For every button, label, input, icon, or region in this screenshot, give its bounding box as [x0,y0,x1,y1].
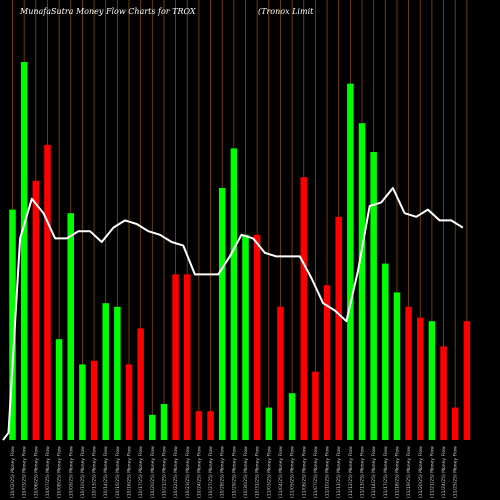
x-tick-label: (10/06/25) Money Flow [33,446,39,498]
bar [405,306,412,440]
bar [288,393,296,440]
bar [463,321,471,440]
bar [417,317,424,440]
x-tick-label: (11/12/25) Money Flow [348,446,354,498]
x-tick-label: (11/24/25) Money Flow [441,446,447,498]
bar [125,364,133,440]
x-tick-label: (10/08/25) Money Flow [57,446,63,498]
bar [218,188,226,440]
x-tick-label: (10/17/25) Money Flow [138,446,144,498]
bar [242,234,249,440]
bar [114,306,121,440]
money-flow-line [2,187,464,441]
x-tick-label: (10/15/25) Money Flow [115,446,121,498]
x-tick-label: (11/10/25) Money Flow [325,446,331,498]
bar [9,209,16,440]
x-axis-tick-labels: (10/02/25) Money Flow (10/03/25) Money Fl… [10,446,459,498]
x-tick-label: (10/16/25) Money Flow [127,446,133,498]
bar [253,234,261,440]
x-tick-label: (11/04/25) Money Flow [278,446,284,498]
x-tick-label: (10/21/25) Money Flow [161,446,167,498]
x-tick-label: (11/05/25) Money Flow [290,446,296,498]
x-tick-label: (11/06/25) Money Flow [301,446,307,498]
x-tick-label: (10/20/25) Money Flow [150,446,156,498]
x-tick-label: (10/27/25) Money Flow [208,446,214,498]
bar [382,263,389,440]
bar [265,407,273,440]
bar [335,216,342,440]
bar [79,364,86,440]
x-tick-label: (11/19/25) Money Flow [406,446,412,498]
bar [428,321,436,440]
bar [172,274,179,440]
x-tick-label: (10/29/25) Money Flow [231,446,237,498]
x-tick-label: (10/28/25) Money Flow [220,446,226,498]
x-tick-label: (10/30/25) Money Flow [243,446,249,498]
x-tick-label: (11/07/25) Money Flow [313,446,319,498]
bar [160,404,168,440]
x-tick-label: (10/22/25) Money Flow [173,446,179,498]
bar [90,360,98,440]
bar [184,274,191,440]
bar [137,328,144,440]
x-tick-label: (11/13/25) Money Flow [360,446,366,498]
bar [451,407,459,440]
x-tick-label: (11/11/25) Money Flow [336,446,342,498]
bar [207,411,214,440]
x-tick-label: (11/14/25) Money Flow [371,446,377,498]
x-tick-label: (10/14/25) Money Flow [103,446,109,498]
x-tick-label: (10/07/25) Money Flow [45,446,51,498]
x-tick-label: (10/03/25) Money Flow [22,446,28,498]
x-tick-label: (11/18/25) Money Flow [394,446,400,498]
x-tick-label: (10/09/25) Money Flow [68,446,74,498]
x-tick-label: (11/21/25) Money Flow [429,446,435,498]
x-tick-label: (11/03/25) Money Flow [266,446,272,498]
x-tick-label: (10/10/25) Money Flow [80,446,86,498]
chart-title: MunafaSutra Money Flow Charts for TROX [19,7,196,16]
bar [393,292,401,440]
bar-series [9,62,471,441]
bar [195,411,203,440]
bar [277,306,284,440]
x-tick-label: (11/17/25) Money Flow [383,446,389,498]
bar [149,414,156,440]
bar [44,144,51,441]
x-tick-label: (11/20/25) Money Flow [418,446,424,498]
bar [347,83,354,440]
x-tick-label: (10/13/25) Money Flow [92,446,98,498]
bar [300,177,307,440]
bar [323,285,331,440]
bar [358,123,366,440]
bar [20,62,28,440]
bar [32,180,40,441]
x-tick-label: (10/02/25) Money Flow [10,446,16,498]
x-tick-label: (10/24/25) Money Flow [196,446,202,498]
x-tick-label: (11/25/25) Money Flow [453,446,459,498]
bar [230,148,238,440]
chart-subtitle: (Tronox Limit [258,7,314,16]
bar [312,371,319,440]
x-tick-label: (10/31/25) Money Flow [255,446,261,498]
bar [55,339,63,440]
bar [102,303,109,440]
x-tick-label: (10/23/25) Money Flow [185,446,191,498]
bar [67,213,74,440]
bar [440,346,447,440]
bar [370,152,377,440]
